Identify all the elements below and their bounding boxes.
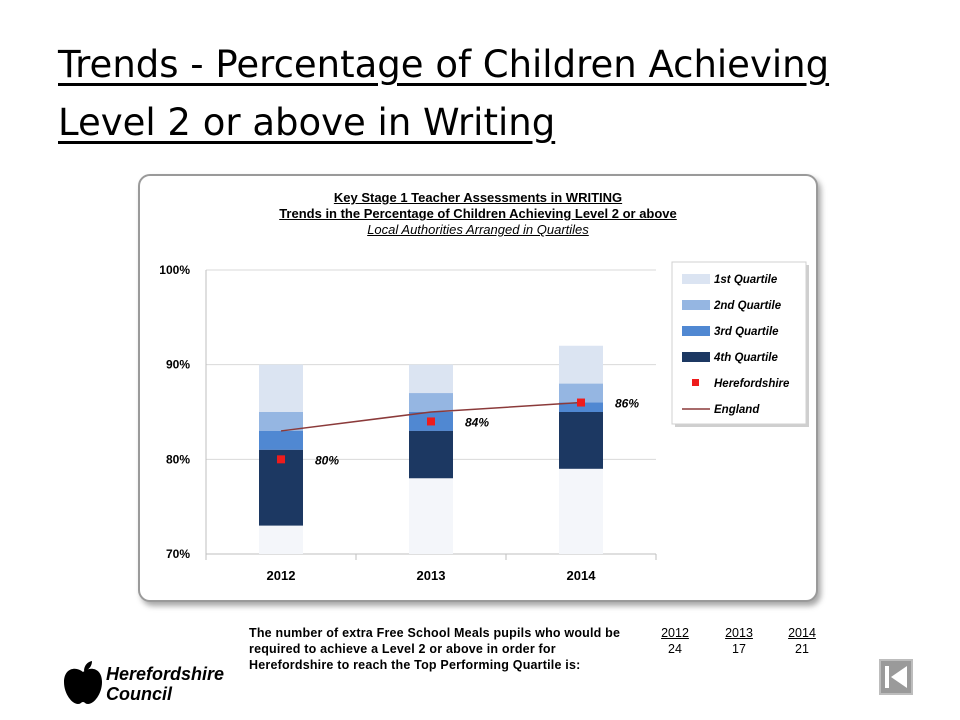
back-arrow-icon — [885, 666, 907, 688]
chart-subtitle: Trends in the Percentage of Children Ach… — [279, 206, 677, 221]
y-tick-label: 90% — [166, 358, 190, 372]
logo-text: Herefordshire Council — [106, 664, 224, 704]
bar-segment-1st-quartile — [559, 345, 603, 384]
legend-label: 1st Quartile — [714, 274, 778, 286]
fsm-value: 24 — [668, 642, 682, 656]
legend-swatch — [682, 352, 710, 362]
fsm-value: 21 — [795, 642, 809, 656]
fsm-description: The number of extra Free School Meals pu… — [249, 625, 649, 673]
fsm-value: 17 — [732, 642, 746, 656]
fsm-line-3: Herefordshire to reach the Top Performin… — [249, 658, 581, 672]
legend-box — [671, 261, 807, 425]
x-tick-label: 2014 — [567, 568, 597, 583]
y-tick-label: 80% — [166, 452, 190, 466]
fsm-column-2014: 2014 21 — [782, 625, 822, 657]
fsm-line-1: The number of extra Free School Meals pu… — [249, 626, 621, 640]
fsm-column-2013: 2013 17 — [719, 625, 759, 657]
y-tick-label: 100% — [159, 263, 190, 277]
bar-segment-2nd-quartile — [559, 383, 603, 403]
herefordshire-point — [427, 417, 435, 426]
legend-label: 2nd Quartile — [713, 300, 782, 312]
bar-segment-4th-quartile — [559, 412, 603, 469]
bar-segment-4th-quartile — [409, 430, 453, 479]
legend-marker — [692, 379, 699, 386]
bar-segment-1st-quartile — [259, 364, 303, 412]
bar-base-segment — [259, 525, 303, 554]
bar-segment-2nd-quartile — [259, 412, 303, 431]
x-tick-label: 2012 — [267, 568, 296, 583]
legend-swatch — [682, 326, 710, 336]
fsm-column-2012: 2012 24 — [655, 625, 695, 657]
legend-label: Herefordshire — [714, 378, 790, 390]
bar-base-segment — [409, 478, 453, 554]
legend-swatch — [682, 300, 710, 310]
data-label: 80% — [315, 453, 339, 467]
chart-title: Key Stage 1 Teacher Assessments in WRITI… — [333, 190, 623, 205]
data-label: 84% — [465, 415, 489, 429]
data-label: 86% — [615, 397, 639, 411]
chart-title-block: Key Stage 1 Teacher Assessments in WRITI… — [140, 190, 816, 238]
back-button[interactable] — [879, 659, 913, 695]
slide-title: Trends - Percentage of Children Achievin… — [58, 43, 830, 144]
x-tick-label: 2013 — [417, 568, 446, 583]
legend-label: 4th Quartile — [713, 352, 779, 364]
chart-canvas: 70% 80% 90% 100% 2012 2013 2014 80% 84% 86% 1st Qu… — [159, 261, 809, 583]
legend-label: 3rd Quartile — [714, 326, 779, 338]
logo-line-2: Council — [106, 684, 172, 704]
england-series-line — [280, 401, 582, 432]
bar-segment-3rd-quartile — [259, 430, 303, 450]
chart-subtitle-2: Local Authorities Arranged in Quartiles — [367, 222, 589, 237]
fsm-year: 2014 — [788, 626, 816, 640]
herefordshire-point — [577, 398, 585, 407]
fsm-year: 2013 — [725, 626, 753, 640]
legend-label: England — [714, 404, 760, 416]
bar-segment-1st-quartile — [409, 364, 453, 394]
fsm-year: 2012 — [661, 626, 689, 640]
y-tick-label: 70% — [166, 547, 190, 561]
bar-segment-3rd-quartile — [559, 402, 603, 412]
logo-line-1: Herefordshire — [106, 664, 225, 684]
apple-icon — [64, 661, 102, 704]
chart-panel: Key Stage 1 Teacher Assessments in WRITI… — [138, 174, 818, 602]
fsm-line-2: required to achieve a Level 2 or above i… — [249, 642, 556, 656]
herefordshire-point — [277, 455, 285, 464]
legend-swatch — [682, 274, 710, 284]
herefordshire-council-logo: Herefordshire Council — [62, 660, 232, 708]
bar-base-segment — [559, 468, 603, 554]
bar-segment-2nd-quartile — [409, 393, 453, 412]
